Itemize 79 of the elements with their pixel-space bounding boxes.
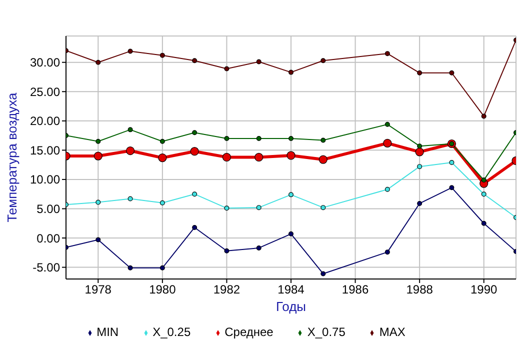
point	[192, 224, 198, 230]
y-tick-label: 0.00	[36, 231, 60, 246]
legend-label: Среднее	[224, 325, 274, 339]
y-tick-label: -5.00	[32, 260, 60, 275]
y-tick-label: 30.00	[30, 56, 60, 70]
point	[128, 196, 133, 202]
point	[160, 52, 165, 58]
x-tick-label: 1982	[213, 282, 240, 297]
x-tick-label: 1986	[342, 282, 369, 297]
point	[224, 136, 230, 141]
point	[417, 70, 422, 76]
point	[254, 152, 264, 162]
point	[318, 155, 328, 164]
point	[224, 206, 230, 211]
point	[192, 130, 198, 136]
point	[384, 186, 390, 192]
point	[224, 248, 230, 254]
point	[256, 59, 262, 64]
point	[96, 200, 101, 205]
point	[160, 138, 165, 144]
point	[481, 220, 486, 226]
legend-label: X_0.25	[152, 325, 191, 339]
y-tick-label: 10.00	[30, 172, 60, 187]
point	[256, 245, 262, 250]
point	[192, 192, 198, 197]
point	[256, 136, 262, 141]
x-tick-label: 1988	[406, 282, 434, 297]
legend-label: X_0.75	[307, 325, 346, 339]
x-tick-label: 1990	[470, 282, 498, 297]
point	[417, 144, 422, 149]
legend-label: MAX	[379, 325, 406, 339]
point	[96, 237, 101, 242]
y-tick-label: 5.00	[36, 202, 60, 216]
y-tick-label: 15.00	[30, 143, 60, 158]
point	[384, 122, 390, 127]
point	[288, 192, 294, 198]
point	[222, 152, 232, 162]
point	[256, 205, 262, 210]
point	[158, 153, 167, 162]
point	[126, 146, 135, 156]
point	[192, 58, 198, 64]
point	[481, 114, 486, 119]
point	[160, 200, 165, 206]
y-tick-label: 20.00	[30, 114, 60, 128]
point	[481, 178, 486, 183]
point	[384, 51, 390, 56]
point	[320, 205, 326, 210]
point	[128, 48, 133, 54]
point	[383, 138, 392, 148]
x-axis-title: Годы	[276, 299, 306, 314]
point	[94, 152, 102, 160]
point	[286, 151, 296, 160]
point	[320, 271, 326, 276]
point	[384, 250, 390, 255]
point	[481, 192, 486, 197]
x-tick-label: 1980	[149, 282, 176, 297]
point	[96, 60, 101, 65]
point	[320, 58, 326, 64]
y-axis-title: Температура воздуха	[4, 92, 20, 222]
point	[449, 185, 454, 190]
y-tick-label: 25.00	[30, 84, 60, 99]
point	[417, 164, 422, 170]
point	[128, 127, 133, 132]
point	[417, 200, 422, 206]
x-tick-label: 1978	[84, 282, 112, 297]
point	[190, 147, 199, 156]
point	[288, 70, 294, 75]
legend-label: MIN	[96, 325, 119, 339]
point	[160, 265, 165, 270]
point	[288, 136, 294, 141]
point	[96, 138, 101, 144]
x-tick-label: 1984	[278, 282, 305, 297]
point	[415, 148, 424, 156]
point	[224, 66, 230, 72]
point	[128, 265, 133, 270]
point	[320, 138, 326, 143]
point	[288, 231, 294, 236]
point	[449, 70, 454, 76]
point	[449, 160, 454, 165]
